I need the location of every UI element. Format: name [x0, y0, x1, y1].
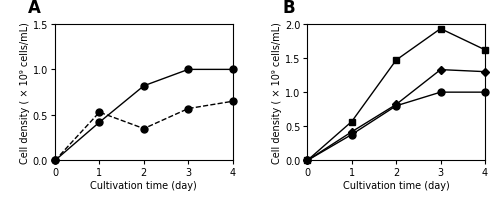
Text: B: B	[282, 0, 295, 16]
Y-axis label: Cell density ( × 10⁹ cells/mL): Cell density ( × 10⁹ cells/mL)	[272, 22, 282, 163]
Text: A: A	[28, 0, 40, 16]
Y-axis label: Cell density ( × 10⁹ cells/mL): Cell density ( × 10⁹ cells/mL)	[20, 22, 30, 163]
X-axis label: Cultivation time (day): Cultivation time (day)	[90, 180, 197, 190]
X-axis label: Cultivation time (day): Cultivation time (day)	[343, 180, 450, 190]
